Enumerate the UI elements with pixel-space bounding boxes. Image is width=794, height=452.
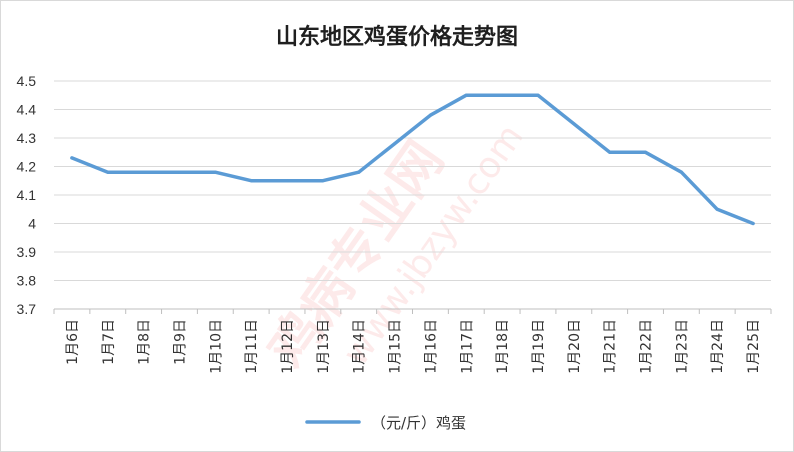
- x-tick-label: 1月7日: [101, 319, 117, 365]
- data-point: [608, 150, 612, 154]
- x-tick-label: 1月25日: [746, 319, 762, 374]
- data-point: [679, 170, 683, 174]
- chart-title: 山东地区鸡蛋价格走势图: [275, 24, 518, 50]
- x-tick-label: 1月20日: [567, 319, 583, 374]
- data-point: [393, 142, 397, 146]
- series-line: [70, 93, 755, 226]
- data-point: [464, 93, 468, 97]
- x-tick-label: 1月16日: [423, 319, 439, 374]
- x-tick-label: 1月18日: [495, 319, 511, 374]
- x-tick-label: 1月21日: [603, 319, 619, 374]
- data-point: [106, 170, 110, 174]
- data-point: [213, 170, 217, 174]
- y-tick-label: 4.4: [17, 102, 37, 118]
- x-tick-label: 1月6日: [65, 319, 81, 365]
- x-tick-label: 1月9日: [172, 319, 188, 365]
- y-tick-label: 4.5: [17, 73, 37, 89]
- x-tick-label: 1月11日: [244, 319, 260, 374]
- x-tick-label: 1月13日: [316, 319, 332, 374]
- x-tick-label: 1月17日: [459, 319, 475, 374]
- data-point: [536, 93, 540, 97]
- data-point: [321, 179, 325, 183]
- data-point: [70, 156, 74, 160]
- y-tick-label: 3.9: [17, 244, 37, 260]
- data-point: [142, 170, 146, 174]
- data-point: [357, 170, 361, 174]
- data-point: [249, 179, 253, 183]
- y-tick-label: 4.1: [17, 187, 37, 203]
- data-point: [177, 170, 181, 174]
- y-tick-label: 3.7: [17, 301, 37, 317]
- x-tick-label: 1月15日: [388, 319, 404, 374]
- x-tick-label: 1月23日: [674, 319, 690, 374]
- data-point: [428, 113, 432, 117]
- data-point: [715, 207, 719, 211]
- y-tick-label: 4.3: [17, 130, 37, 146]
- x-tick-label: 1月22日: [639, 319, 655, 374]
- x-tick-label: 1月10日: [208, 319, 224, 374]
- x-tick-label: 1月24日: [710, 319, 726, 374]
- x-tick-label: 1月12日: [280, 319, 296, 374]
- y-tick-label: 4: [28, 216, 36, 232]
- y-tick-label: 4.2: [17, 159, 37, 175]
- data-point: [500, 93, 504, 97]
- data-point: [285, 179, 289, 183]
- data-point: [751, 222, 755, 225]
- x-tick-label: 1月14日: [352, 319, 368, 374]
- legend-label: （元/斤）鸡蛋: [371, 414, 466, 432]
- x-tick-label: 1月19日: [531, 319, 547, 374]
- x-tick-label: 1月8日: [137, 319, 153, 365]
- data-point: [644, 150, 648, 154]
- y-tick-label: 3.8: [17, 273, 37, 289]
- data-point: [572, 122, 576, 126]
